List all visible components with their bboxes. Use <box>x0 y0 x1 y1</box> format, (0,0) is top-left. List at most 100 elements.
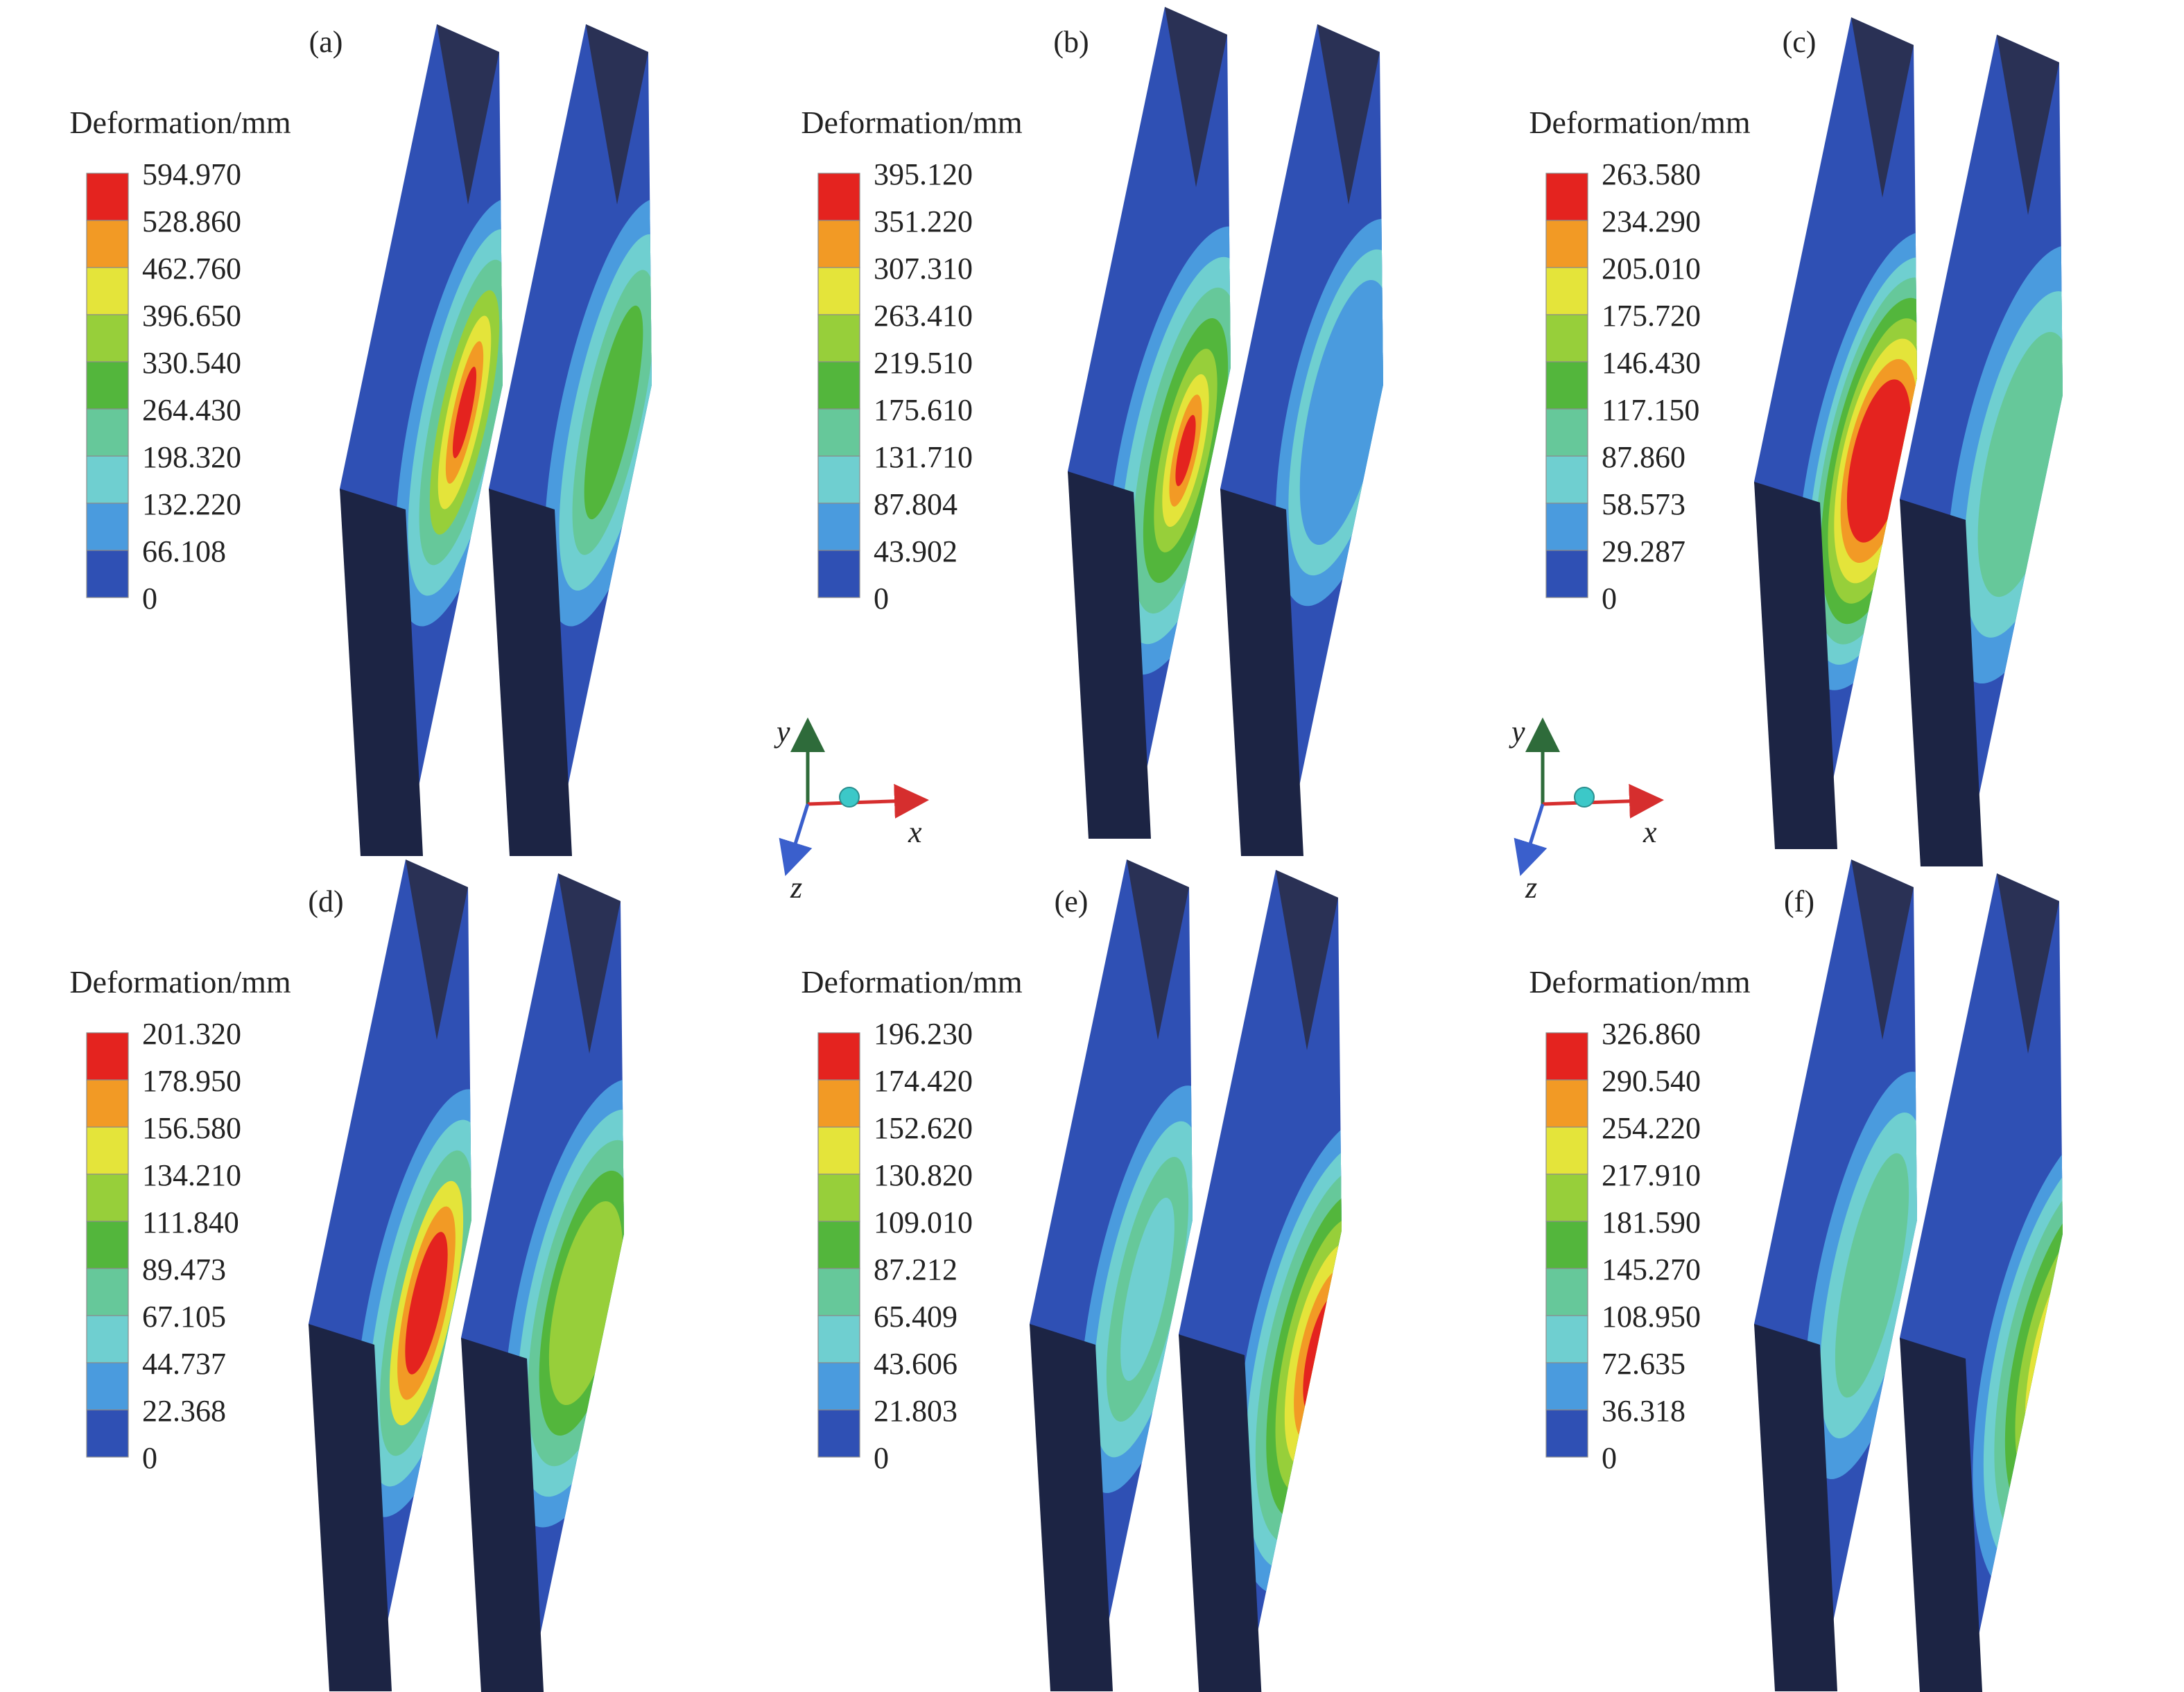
legend-swatch <box>86 408 129 457</box>
contour-band <box>405 1232 448 1375</box>
plate-top-face <box>1127 860 1189 1040</box>
legend-tick-label: 58.573 <box>1602 487 1685 521</box>
legend-tick-label: 201.320 <box>142 1017 241 1051</box>
legend-tick-label: 205.010 <box>1602 252 1701 286</box>
legend-swatch <box>1545 314 1588 363</box>
contour-band <box>1835 1153 1909 1398</box>
legend-tick-label: 156.580 <box>142 1111 241 1145</box>
legend-tick-label: 395.120 <box>874 157 973 191</box>
legend-swatch <box>1545 220 1588 268</box>
legend-tick-label: 65.409 <box>874 1300 957 1334</box>
legend-swatch <box>1545 1032 1588 1081</box>
legend-tick-label: 307.310 <box>874 252 973 286</box>
legend-swatch <box>817 1032 860 1081</box>
legend-tick-label: 0 <box>142 1441 157 1475</box>
legend-swatch <box>86 455 129 504</box>
legend-tick-label: 44.737 <box>142 1347 226 1381</box>
y-axis-label: y <box>774 715 790 749</box>
legend-tick-label: 196.230 <box>874 1017 973 1051</box>
legend-tick-label: 175.610 <box>874 393 973 427</box>
plate-1 <box>1754 17 1917 849</box>
legend-swatch <box>86 1268 129 1316</box>
contour-band <box>1175 415 1196 487</box>
z-axis-label: z <box>790 871 802 905</box>
plate-top-face <box>1276 870 1338 1050</box>
panel-d: (d) <box>308 860 624 1692</box>
legend-swatch <box>86 173 129 221</box>
legend-tick-label: 181.590 <box>1602 1205 1701 1239</box>
deformation-contours <box>354 1089 471 1517</box>
legend-b: Deformation/mm 395.120 351.220 307.310 263.4… <box>801 105 1023 616</box>
legend-swatch <box>1545 1221 1588 1269</box>
plate-1 <box>1030 860 1193 1691</box>
legend-title: Deformation/mm <box>69 105 291 140</box>
legend-tick-label: 87.212 <box>874 1253 957 1287</box>
legend-title: Deformation/mm <box>801 105 1023 140</box>
legend-tick-label: 175.720 <box>1602 299 1701 333</box>
x-axis-label: x <box>908 815 922 849</box>
legend-tick-label: 0 <box>874 1441 889 1475</box>
plate-top-face <box>1851 860 1914 1040</box>
plate-side-face <box>340 489 423 856</box>
legend-swatch <box>86 361 129 410</box>
legend-tick-label: 117.150 <box>1602 393 1699 427</box>
legend-swatch <box>86 1221 129 1269</box>
legend-tick-label: 462.760 <box>142 252 241 286</box>
legend-swatch <box>1545 1079 1588 1128</box>
panel-f: (f) <box>1754 860 2063 1692</box>
z-axis-arrow <box>779 803 813 876</box>
plate-2 <box>1220 24 1383 856</box>
legend-tick-label: 87.804 <box>874 487 957 521</box>
legend-tick-label: 234.290 <box>1602 204 1701 238</box>
legend-title: Deformation/mm <box>1529 105 1751 140</box>
legend-tick-label: 330.540 <box>142 346 241 380</box>
legend-tick-label: 66.108 <box>142 534 226 568</box>
legend-tick-label: 108.950 <box>1602 1300 1701 1334</box>
legend-swatch <box>1545 1126 1588 1175</box>
deformation-contours <box>1275 218 1383 607</box>
plate-1 <box>1754 860 1917 1691</box>
panel-a: (a) <box>309 24 652 856</box>
plate-side-face <box>1179 1334 1262 1692</box>
legend-swatch <box>1545 408 1588 457</box>
legend-tick-label: 87.860 <box>1602 440 1685 474</box>
plate-side-face <box>1754 1324 1837 1691</box>
legend-tick-label: 145.270 <box>1602 1253 1701 1287</box>
plate-side-face <box>1030 1324 1113 1691</box>
legend-tick-label: 43.606 <box>874 1347 957 1381</box>
panel-label: (a) <box>309 25 343 59</box>
legend-tick-label: 326.860 <box>1602 1017 1701 1051</box>
plate-side-face <box>489 489 572 856</box>
plate-side-face <box>1900 499 1983 866</box>
legend-swatch <box>817 1221 860 1269</box>
legend-title: Deformation/mm <box>801 964 1023 1000</box>
plate-1 <box>309 860 471 1691</box>
axis-triad: y x z <box>774 715 929 905</box>
legend-swatch <box>86 1315 129 1363</box>
legend-swatch <box>1545 1315 1588 1363</box>
legend-swatch <box>817 1409 860 1458</box>
legend-swatch <box>1545 361 1588 410</box>
legend-swatch <box>86 550 129 598</box>
plate-top-face <box>558 873 621 1054</box>
legend-tick-label: 36.318 <box>1602 1394 1685 1428</box>
legend-tick-label: 0 <box>142 582 157 616</box>
legend-swatch <box>817 1079 860 1128</box>
x-axis-arrow <box>807 783 929 819</box>
legend-swatch <box>817 1315 860 1363</box>
z-axis-arrow <box>1514 803 1548 876</box>
legend-swatch <box>817 361 860 410</box>
legend-swatch <box>86 267 129 315</box>
legend-swatch <box>86 1032 129 1081</box>
panel-c: (c) <box>1754 17 2063 866</box>
legend-swatch <box>1545 455 1588 504</box>
legend-tick-label: 174.420 <box>874 1064 973 1098</box>
plate-top-face <box>1317 24 1380 204</box>
plate-2 <box>1900 873 2063 1692</box>
contour-band <box>452 366 477 459</box>
legend-swatch <box>86 1126 129 1175</box>
legend-swatch <box>817 220 860 268</box>
legend-swatch <box>817 173 860 221</box>
plate-2 <box>1900 35 2063 866</box>
legend-swatch <box>1545 550 1588 598</box>
